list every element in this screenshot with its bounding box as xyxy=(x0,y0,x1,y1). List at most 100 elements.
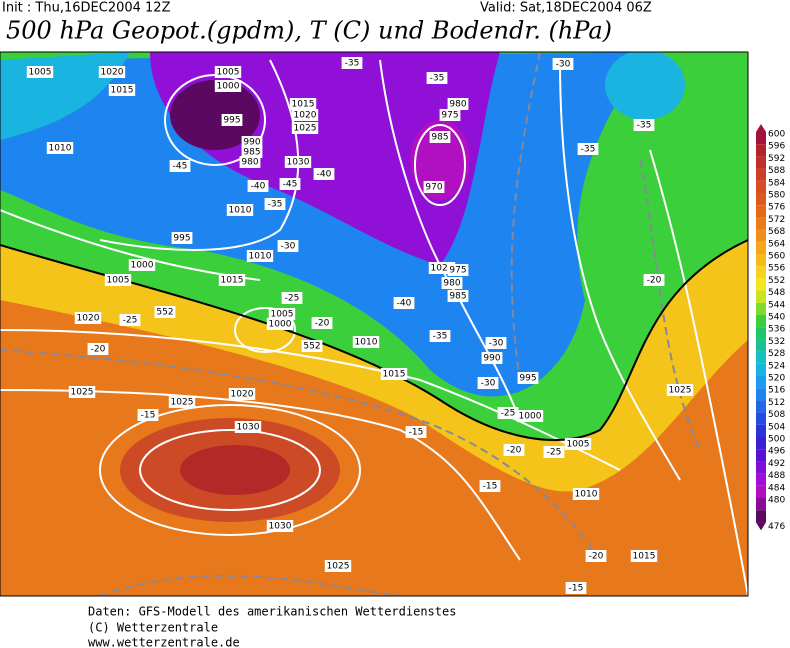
contour-label: 1025 xyxy=(669,386,692,396)
contour-label: -25 xyxy=(547,448,562,458)
label-box xyxy=(516,410,544,422)
contour-label: 1025 xyxy=(327,562,350,572)
footer-line: www.wetterzentrale.de xyxy=(88,636,240,648)
label-box xyxy=(341,57,363,69)
contour-label: 995 xyxy=(173,234,190,244)
contour-label: 1015 xyxy=(383,370,406,380)
contour-label: 1015 xyxy=(292,100,315,110)
label-box xyxy=(666,384,694,396)
contour-label: 1005 xyxy=(29,68,52,78)
colorbar-swatch xyxy=(756,315,766,328)
label-box xyxy=(633,119,655,131)
label-box xyxy=(239,156,261,168)
contour-label: 1015 xyxy=(111,86,134,96)
contour-label: -45 xyxy=(173,162,188,172)
colorbar-swatch xyxy=(756,266,766,279)
colorbar-swatch xyxy=(756,132,766,145)
valid-time: Valid: Sat,18DEC2004 06Z xyxy=(480,1,652,16)
colorbar-label: 540 xyxy=(768,313,785,323)
label-box xyxy=(585,550,607,562)
contour-label: 995 xyxy=(223,116,240,126)
colorbar-swatch xyxy=(756,229,766,242)
contour-label: -30 xyxy=(281,242,296,252)
contour-label: 990 xyxy=(483,354,500,364)
label-box xyxy=(289,98,317,110)
colorbar-swatch xyxy=(756,339,766,352)
colorbar-label: 580 xyxy=(768,191,785,201)
contour-label: -35 xyxy=(430,74,445,84)
label-box xyxy=(405,426,427,438)
colorbar-swatch xyxy=(756,205,766,218)
label-box xyxy=(108,84,136,96)
colorbar-label: 564 xyxy=(768,239,785,249)
footer-line: (C) Wetterzentrale xyxy=(88,621,218,635)
contour-label: 1010 xyxy=(49,144,72,154)
contour-label: 1005 xyxy=(217,68,240,78)
contour-label: -35 xyxy=(581,145,596,155)
isotherms xyxy=(0,52,701,596)
colorbar-label: 508 xyxy=(768,410,785,420)
label-box xyxy=(234,421,262,433)
label-box xyxy=(104,274,132,286)
label-box xyxy=(266,520,294,532)
contour-label: -20 xyxy=(589,552,604,562)
552-contour xyxy=(0,239,748,441)
field-blue xyxy=(0,52,650,397)
label-box xyxy=(214,80,242,92)
contour-label: -20 xyxy=(507,446,522,456)
colorbar-label: 536 xyxy=(768,325,785,335)
label-box xyxy=(643,274,665,286)
label-box xyxy=(279,178,301,190)
colorbar-swatch xyxy=(756,437,766,450)
label-box xyxy=(264,198,286,210)
field-orange xyxy=(0,300,748,596)
colorbar-swatch xyxy=(756,498,766,511)
contour-label: 1000 xyxy=(269,320,292,330)
colorbar-swatch xyxy=(756,217,766,230)
colorbar-label: 588 xyxy=(768,166,785,176)
contour-label: 1020 xyxy=(431,264,454,274)
label-box xyxy=(277,240,299,252)
colorbar-label: 596 xyxy=(768,142,785,152)
colorbar-label: 584 xyxy=(768,178,785,188)
label-box xyxy=(311,317,333,329)
colorbar-label: 496 xyxy=(768,447,785,457)
contour-label: 1020 xyxy=(101,68,124,78)
label-box xyxy=(447,264,469,276)
colorbar-swatch xyxy=(756,461,766,474)
map-frame xyxy=(0,51,749,597)
label-box xyxy=(517,372,539,384)
contour-label: 985 xyxy=(243,148,260,158)
colorbar-label: 476 xyxy=(768,522,785,532)
colorbar-swatch xyxy=(756,254,766,267)
colorbar-swatch xyxy=(756,376,766,389)
colorbar-label: 520 xyxy=(768,374,785,384)
colorbar-label: 500 xyxy=(768,435,785,445)
colorbar-label: 592 xyxy=(768,154,785,164)
contour-label: 1030 xyxy=(237,423,260,433)
label-box xyxy=(226,204,254,216)
contour-label: -40 xyxy=(397,299,412,309)
contour-label: 985 xyxy=(431,133,448,143)
contour-label: -15 xyxy=(569,584,584,594)
colorbar-label: 484 xyxy=(768,483,785,493)
colorbar: 600 596 592 588 584 580 576 572 568 564 560 556 552 5… xyxy=(756,124,785,532)
label-box xyxy=(214,66,242,78)
label-box xyxy=(572,488,600,500)
label-box xyxy=(543,446,565,458)
contour-label: 980 xyxy=(443,279,460,289)
colorbar-label: 556 xyxy=(768,264,785,274)
colorbar-label: 548 xyxy=(768,288,785,298)
colorbar-label: 488 xyxy=(768,471,785,481)
label-box xyxy=(423,181,445,193)
contour-label: 1025 xyxy=(71,388,94,398)
contour-label: -30 xyxy=(556,60,571,70)
label-box xyxy=(565,582,587,594)
colorbar-label: 568 xyxy=(768,227,785,237)
contour-label: 1000 xyxy=(131,261,154,271)
label-box xyxy=(324,560,352,572)
colorbar-label: 528 xyxy=(768,349,785,359)
label-box xyxy=(485,337,507,349)
